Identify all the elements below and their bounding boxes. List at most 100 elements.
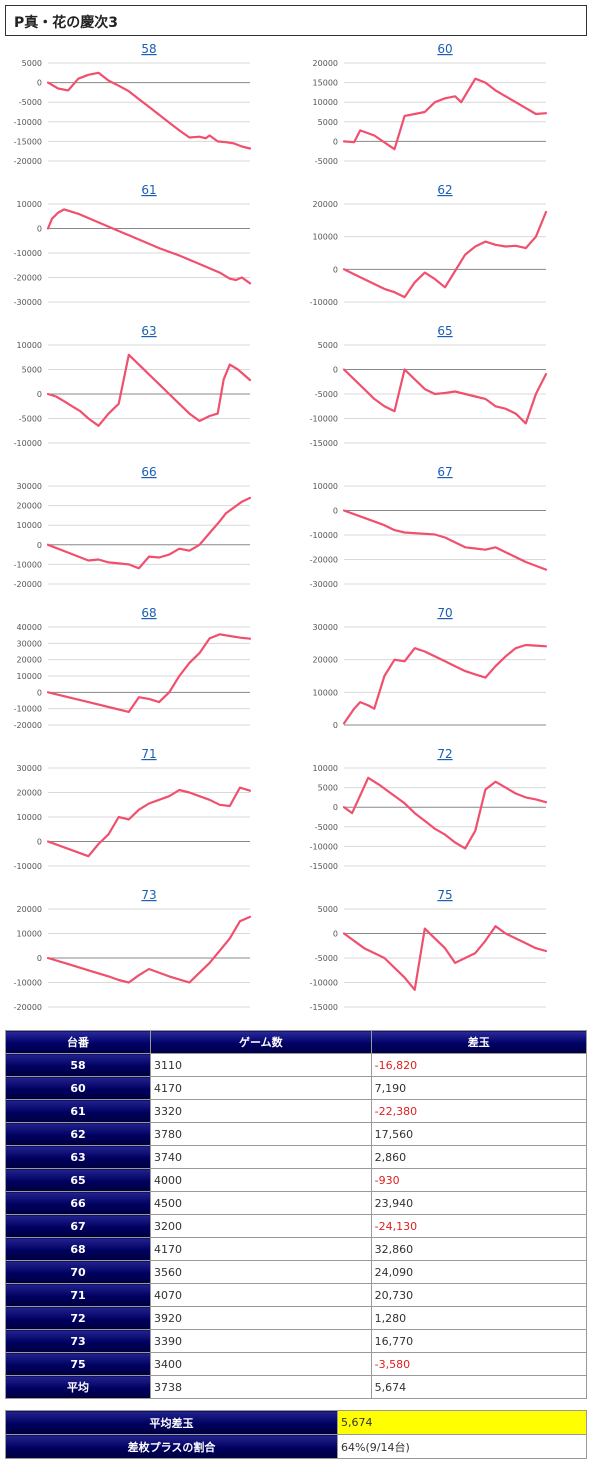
summary-table: 平均差玉 5,674 差枚プラスの割合 64%(9/14台) xyxy=(5,1410,587,1459)
y-tick-label: 0 xyxy=(333,137,338,146)
diff-value: 24,090 xyxy=(370,1260,588,1284)
y-tick-label: 5000 xyxy=(318,784,338,793)
y-tick-label: 10000 xyxy=(17,672,42,681)
y-tick-label: 0 xyxy=(37,225,42,234)
y-tick-label: 0 xyxy=(37,688,42,697)
y-tick-label: -20000 xyxy=(310,556,338,565)
chart-71: 71 30000 20000 10000 0 -10000 xyxy=(0,745,296,886)
y-tick-label: 10000 xyxy=(313,98,338,107)
summary-plus-row: 差枚プラスの割合 64%(9/14台) xyxy=(5,1434,587,1459)
y-tick-label: -5000 xyxy=(19,415,42,424)
y-tick-label: 0 xyxy=(37,390,42,399)
diff-value: 17,560 xyxy=(370,1122,588,1146)
page-title: P真・花の慶次3 xyxy=(5,5,587,36)
chart-title-link[interactable]: 63 xyxy=(141,324,156,338)
chart-title-link[interactable]: 58 xyxy=(141,42,156,56)
chart-svg-73: 73 20000 10000 0 -10000 -20000 xyxy=(14,888,252,1012)
y-tick-label: 10000 xyxy=(313,233,338,242)
y-tick-label: 30000 xyxy=(313,623,338,632)
y-tick-label: -5000 xyxy=(19,98,42,107)
y-tick-label: -10000 xyxy=(310,842,338,851)
chart-svg-71: 71 30000 20000 10000 0 -10000 xyxy=(14,747,252,871)
chart-61: 61 10000 0 -10000 -20000 -30000 xyxy=(0,181,296,322)
table-row: 63 3740 2,860 xyxy=(5,1145,588,1169)
chart-title-link[interactable]: 62 xyxy=(437,183,452,197)
y-tick-label: 30000 xyxy=(17,764,42,773)
header-difference: 差玉 xyxy=(370,1030,588,1054)
chart-63: 63 10000 5000 0 -5000 -10000 xyxy=(0,322,296,463)
y-tick-label: 5000 xyxy=(318,341,338,350)
chart-70: 70 30000 20000 10000 0 xyxy=(296,604,592,745)
chart-title-link[interactable]: 68 xyxy=(141,606,156,620)
chart-title-link[interactable]: 72 xyxy=(437,747,452,761)
y-tick-label: 30000 xyxy=(17,639,42,648)
y-tick-label: 15000 xyxy=(313,79,338,88)
games-value: 3740 xyxy=(150,1145,372,1169)
games-value: 3560 xyxy=(150,1260,372,1284)
y-tick-label: 0 xyxy=(37,541,42,550)
games-value: 3390 xyxy=(150,1329,372,1353)
diff-value: -22,380 xyxy=(370,1099,588,1123)
chart-title-link[interactable]: 73 xyxy=(141,888,156,902)
y-tick-label: -10000 xyxy=(310,298,338,307)
games-value: 3780 xyxy=(150,1122,372,1146)
y-tick-label: 20000 xyxy=(313,59,338,68)
y-tick-label: -10000 xyxy=(14,118,42,127)
y-tick-label: 10000 xyxy=(17,813,42,822)
chart-title-link[interactable]: 61 xyxy=(141,183,156,197)
series-line xyxy=(342,925,548,991)
y-tick-label: 5000 xyxy=(318,118,338,127)
summary-avg-label: 平均差玉 xyxy=(5,1410,338,1435)
table-row: 72 3920 1,280 xyxy=(5,1306,588,1330)
y-tick-label: 20000 xyxy=(17,905,42,914)
machine-number: 72 xyxy=(5,1306,151,1330)
chart-title-link[interactable]: 70 xyxy=(437,606,452,620)
y-tick-label: 10000 xyxy=(313,688,338,697)
y-tick-label: 10000 xyxy=(313,764,338,773)
machine-number: 63 xyxy=(5,1145,151,1169)
series-line xyxy=(342,210,548,299)
diff-value: 2,860 xyxy=(370,1145,588,1169)
chart-62: 62 20000 10000 0 -10000 xyxy=(296,181,592,322)
y-tick-label: 10000 xyxy=(17,200,42,209)
chart-title-link[interactable]: 65 xyxy=(437,324,452,338)
chart-title-link[interactable]: 60 xyxy=(437,42,452,56)
machine-number: 71 xyxy=(5,1283,151,1307)
chart-svg-75: 75 5000 0 -5000 -10000 -15000 xyxy=(310,888,548,1012)
chart-grid: 58 5000 0 -5000 -10000 -15000 -20000 60 20000 150… xyxy=(0,40,592,1020)
chart-title-link[interactable]: 67 xyxy=(437,465,452,479)
table-row: 61 3320 -22,380 xyxy=(5,1099,588,1123)
chart-title-link[interactable]: 75 xyxy=(437,888,452,902)
y-tick-label: -10000 xyxy=(14,560,42,569)
chart-title-link[interactable]: 71 xyxy=(141,747,156,761)
chart-title-link[interactable]: 66 xyxy=(141,465,156,479)
header-machine-number: 台番 xyxy=(5,1030,151,1054)
chart-72: 72 10000 5000 0 -5000 -10000 -15000 xyxy=(296,745,592,886)
y-tick-label: -30000 xyxy=(14,298,42,307)
y-tick-label: -15000 xyxy=(310,439,338,448)
diff-value: 23,940 xyxy=(370,1191,588,1215)
machine-number: 75 xyxy=(5,1352,151,1376)
chart-58: 58 5000 0 -5000 -10000 -15000 -20000 xyxy=(0,40,296,181)
series-line xyxy=(46,786,252,858)
series-line xyxy=(342,77,548,151)
summary-plus-label: 差枚プラスの割合 xyxy=(5,1434,338,1459)
y-tick-label: -20000 xyxy=(14,721,42,730)
y-tick-label: -10000 xyxy=(14,862,42,871)
series-line xyxy=(46,353,252,427)
y-tick-label: 20000 xyxy=(17,789,42,798)
y-tick-label: 20000 xyxy=(313,656,338,665)
machine-number: 66 xyxy=(5,1191,151,1215)
y-tick-label: 20000 xyxy=(17,502,42,511)
summary-plus-value: 64%(9/14台) xyxy=(337,1434,587,1459)
y-tick-label: 10000 xyxy=(17,930,42,939)
series-line xyxy=(46,633,252,714)
chart-svg-72: 72 10000 5000 0 -5000 -10000 -15000 xyxy=(310,747,548,871)
games-value: 3200 xyxy=(150,1214,372,1238)
y-tick-label: -15000 xyxy=(310,862,338,871)
table-row: 68 4170 32,860 xyxy=(5,1237,588,1261)
y-tick-label: -15000 xyxy=(14,137,42,146)
diff-value: 1,280 xyxy=(370,1306,588,1330)
machine-number: 62 xyxy=(5,1122,151,1146)
chart-svg-67: 67 10000 0 -10000 -20000 -30000 xyxy=(310,465,548,589)
